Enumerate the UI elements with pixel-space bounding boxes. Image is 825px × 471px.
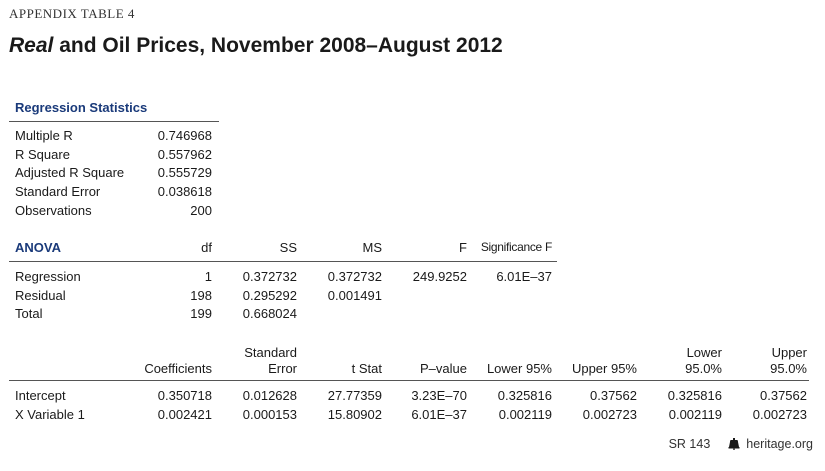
coef-col-header: Lower 95% <box>486 361 552 376</box>
anova-cell: 1 <box>204 269 212 284</box>
coef-row-label: Intercept <box>15 388 66 403</box>
coef-cell: 0.325816 <box>497 388 552 403</box>
coef-col-header: Upper 95% <box>571 361 637 376</box>
site-link[interactable]: heritage.org <box>746 437 813 451</box>
regstat-value: 0.557962 <box>157 147 212 162</box>
regstat-label: Multiple R <box>15 128 73 143</box>
regstat-label: Observations <box>15 203 92 218</box>
anova-cell: 0.372732 <box>327 269 382 284</box>
anova-row-label: Regression <box>15 269 81 284</box>
coef-cell: 0.000153 <box>242 407 297 422</box>
anova-row-label: Residual <box>15 288 66 303</box>
divider <box>9 121 219 122</box>
report-number: SR 143 <box>668 437 711 451</box>
anova-cell: 0.295292 <box>242 288 297 303</box>
coef-cell: 0.325816 <box>667 388 722 403</box>
anova-row-label: Total <box>15 306 43 321</box>
regstat-label: Standard Error <box>15 184 101 199</box>
coef-col-header: P–value <box>420 361 467 376</box>
coef-cell: 3.23E–70 <box>411 388 467 403</box>
coef-cell: 27.77359 <box>327 388 382 403</box>
coef-cell: 0.37562 <box>590 388 637 403</box>
coef-col-header: Coefficients <box>144 361 212 376</box>
anova-heading: ANOVA <box>15 240 61 255</box>
coef-cell: 0.002723 <box>752 407 807 422</box>
coef-row-label: X Variable 1 <box>15 407 85 422</box>
coef-cell: 0.350718 <box>157 388 212 403</box>
coef-cell: 0.002723 <box>582 407 637 422</box>
anova-cell: 249.9252 <box>412 269 467 284</box>
anova-col-header: Significance F <box>480 240 552 254</box>
coef-cell: 0.002421 <box>157 407 212 422</box>
anova-cell: 0.668024 <box>242 306 297 321</box>
coef-col-header: 95.0% <box>685 361 722 376</box>
footer: SR 143 heritage.org <box>669 437 813 451</box>
regstat-value: 0.746968 <box>157 128 212 143</box>
coef-col-header-line1: Standard <box>244 345 297 360</box>
regstat-label: R Square <box>15 147 70 162</box>
coef-cell: 0.012628 <box>242 388 297 403</box>
anova-col-header: SS <box>279 240 297 255</box>
regstat-value: 0.555729 <box>157 165 212 180</box>
coef-cell: 15.80902 <box>327 407 382 422</box>
regstat-value: 200 <box>190 203 212 218</box>
coef-col-header: Error <box>268 361 297 376</box>
anova-cell: 0.001491 <box>327 288 382 303</box>
divider <box>9 261 557 262</box>
coef-cell: 6.01E–37 <box>411 407 467 422</box>
anova-cell: 0.372732 <box>242 269 297 284</box>
coef-cell: 0.002119 <box>668 407 722 422</box>
anova-cell: 6.01E–37 <box>496 269 552 284</box>
coef-cell: 0.002119 <box>498 407 552 422</box>
page-title: Real and Oil Prices, November 2008–Augus… <box>9 34 503 58</box>
anova-col-header: F <box>459 240 467 255</box>
coef-col-header: t Stat <box>351 361 382 376</box>
coef-col-header: 95.0% <box>770 361 807 376</box>
anova-cell: 198 <box>190 288 212 303</box>
appendix-label: APPENDIX TABLE 4 <box>9 6 135 21</box>
coef-col-header-line1: Upper <box>771 345 807 360</box>
divider <box>9 380 809 381</box>
regression-statistics-heading: Regression Statistics <box>15 100 148 115</box>
anova-col-header: MS <box>362 240 383 255</box>
liberty-bell-icon <box>728 438 740 450</box>
title-italic: Real <box>9 34 54 57</box>
anova-col-header: df <box>201 240 212 255</box>
regstat-label: Adjusted R Square <box>15 165 125 180</box>
anova-cell: 199 <box>190 306 212 321</box>
coef-cell: 0.37562 <box>760 388 807 403</box>
regstat-value: 0.038618 <box>157 184 212 199</box>
title-rest: and Oil Prices, November 2008–August 201… <box>53 34 503 57</box>
coef-col-header-line1: Lower <box>686 345 722 360</box>
